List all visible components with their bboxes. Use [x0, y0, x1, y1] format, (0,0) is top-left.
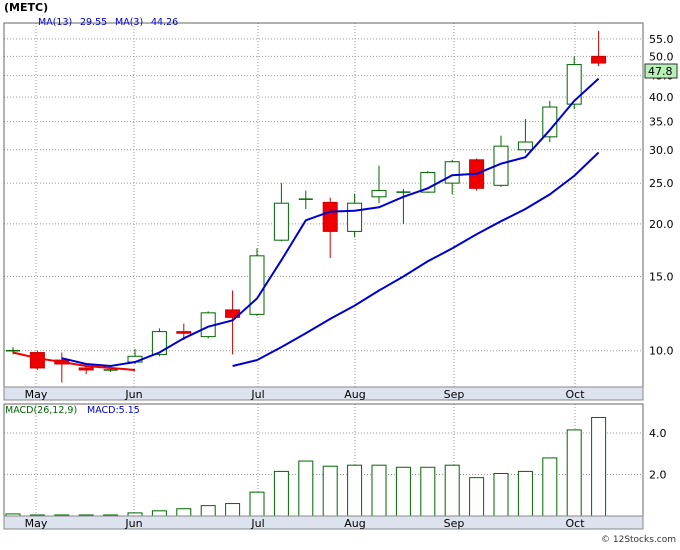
price-month-label: Oct	[565, 388, 585, 401]
macd-bar	[566, 429, 582, 517]
macd-bar	[591, 416, 607, 517]
macd-bar	[200, 505, 216, 517]
macd-bar	[469, 477, 485, 517]
candle-body	[29, 352, 45, 369]
price-tick-label: 55.0	[649, 33, 674, 46]
candle-body	[517, 141, 533, 151]
candle-body	[322, 201, 338, 232]
macd-bar	[517, 470, 533, 517]
macd-histogram	[5, 416, 607, 517]
candle-body	[591, 55, 607, 64]
price-month-label: Jul	[250, 388, 264, 401]
candlestick-series	[6, 30, 607, 383]
candle-body	[371, 190, 387, 198]
legend-ma3-value: 44.26	[151, 17, 178, 28]
price-tick-label: 15.0	[649, 271, 674, 284]
candle-body	[273, 202, 289, 241]
macd-title: MACD(26,12,9)	[5, 405, 77, 416]
macd-month-label: Sep	[444, 517, 465, 530]
price-tick-label: 25.0	[649, 177, 674, 190]
macd-x-axis-strip	[3, 515, 644, 530]
macd-bar	[176, 508, 192, 517]
candle-body	[566, 64, 582, 105]
candle-body	[78, 367, 94, 371]
trend-line	[12, 351, 136, 371]
macd-bar	[151, 510, 167, 517]
last-price-box	[644, 63, 678, 79]
macd-month-label: Aug	[344, 517, 365, 530]
legend-ma13-value: 29.55	[80, 17, 107, 28]
macd-month-label: May	[25, 517, 48, 530]
legend-ma13-label: MA(13)	[38, 17, 72, 28]
price-month-label: Aug	[344, 388, 365, 401]
macd-bar	[420, 466, 436, 517]
price-tick-label: 30.0	[649, 144, 674, 157]
macd-month-label: Oct	[565, 517, 585, 530]
macd-month-label: Jun	[124, 517, 142, 530]
macd-bar	[493, 472, 509, 517]
candle-body	[151, 331, 167, 355]
candle-body	[347, 202, 363, 232]
price-x-axis: May Jun Jul Aug Sep Oct	[25, 388, 586, 401]
legend-ma3-label: MA(3)	[115, 17, 143, 28]
macd-x-axis: May Jun Jul Aug Sep Oct	[25, 517, 586, 530]
price-tick-label: 35.0	[649, 116, 674, 129]
macd-bar	[371, 464, 387, 517]
macd-tick-label: 2.0	[649, 469, 667, 482]
watermark: © 12Stocks.com	[601, 535, 676, 545]
price-tick-label: 40.0	[649, 91, 674, 104]
price-month-label: Jun	[124, 388, 142, 401]
macd-bar	[542, 457, 558, 517]
macd-bar	[347, 464, 363, 517]
macd-month-label: Jul	[250, 517, 264, 530]
macd-bar	[249, 491, 265, 517]
macd-bar	[395, 466, 411, 517]
price-x-axis-strip	[3, 386, 644, 401]
macd-bar	[322, 465, 338, 517]
moving-average-lines	[12, 77, 600, 371]
candle-body	[444, 161, 460, 184]
macd-bar	[225, 503, 241, 517]
macd-bar	[298, 460, 314, 517]
macd-tick-label: 4.0	[649, 427, 667, 440]
ma-line-ma13	[232, 151, 600, 367]
price-tick-label: 50.0	[649, 50, 674, 63]
candle-body	[249, 255, 265, 315]
price-month-label: May	[25, 388, 48, 401]
candle-body	[176, 331, 192, 334]
ma-line-ma3	[61, 77, 600, 368]
last-price-label: 47.8	[648, 65, 673, 78]
macd-bar	[444, 464, 460, 517]
macd-value-label: MACD:5.15	[87, 405, 140, 416]
candle-body	[542, 106, 558, 138]
price-month-label: Sep	[444, 388, 465, 401]
chart-title: (METC)	[4, 1, 48, 14]
macd-y-axis: 2.0 4.0	[649, 427, 667, 481]
price-y-axis: 10.015.020.025.030.035.040.045.050.055.0	[649, 33, 674, 358]
price-tick-label: 20.0	[649, 218, 674, 231]
macd-bar	[273, 470, 289, 517]
price-tick-label: 10.0	[649, 345, 674, 358]
